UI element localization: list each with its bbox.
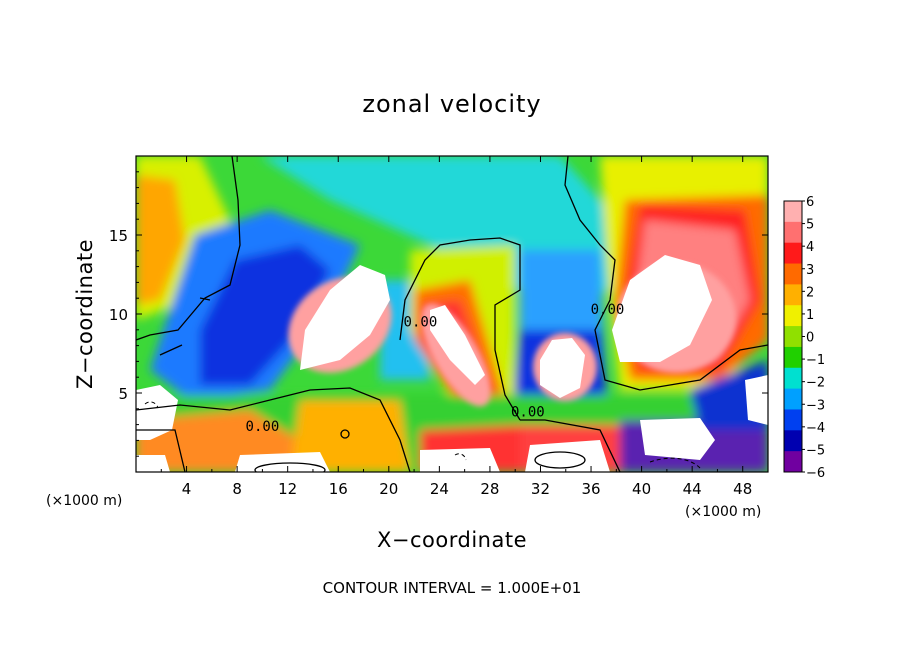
y-axis: 5 10 15 xyxy=(109,171,768,457)
x-tick-label: 48 xyxy=(733,480,752,498)
y-tick-label: 5 xyxy=(118,385,128,403)
colorbar-swatch xyxy=(784,284,802,306)
x-axis: 4 8 12 16 20 24 28 32 36 40 44 48 xyxy=(160,156,752,498)
plot-area xyxy=(136,156,768,472)
x-tick-label: 44 xyxy=(683,480,702,498)
colorbar-label: 5 xyxy=(806,218,814,233)
colorbar-label: −2 xyxy=(806,376,825,391)
x-tick-label: 12 xyxy=(278,480,297,498)
contour-interval-note: CONTOUR INTERVAL = 1.000E+01 xyxy=(323,579,582,597)
colorbar-swatch xyxy=(784,221,802,244)
colorbar: 6 5 4 3 2 1 0 −1 −2 −3 −4 −5 −6 xyxy=(783,195,825,481)
x-tick-label: 8 xyxy=(232,480,242,498)
x-tick-label: 4 xyxy=(182,480,192,498)
x-tick-label: 32 xyxy=(531,480,550,498)
colorbar-label: 0 xyxy=(806,331,814,346)
colorbar-swatch xyxy=(784,388,802,410)
colorbar-swatch xyxy=(784,430,802,452)
y-tick-label: 10 xyxy=(109,306,128,324)
colorbar-swatch xyxy=(784,263,802,285)
colorbar-swatch xyxy=(784,451,802,473)
x-tick-label: 24 xyxy=(430,480,449,498)
colorbar-swatch xyxy=(784,409,802,431)
contour-label: 0.00 xyxy=(511,405,545,421)
x-tick-label: 16 xyxy=(329,480,348,498)
colorbar-swatch xyxy=(784,242,802,265)
x-tick-label: 28 xyxy=(480,480,499,498)
colorbar-label: −1 xyxy=(806,353,825,368)
colorbar-label: 4 xyxy=(806,240,814,255)
colorbar-label: 2 xyxy=(806,285,814,300)
colorbar-label: −6 xyxy=(806,466,825,481)
colorbar-label: −4 xyxy=(806,421,825,436)
colorbar-label: 6 xyxy=(806,195,814,210)
colorbar-swatch xyxy=(784,326,802,348)
colorbar-swatch xyxy=(784,201,802,223)
contour-labels: 0.00 0.00 0.00 0.00 xyxy=(246,302,625,435)
colorbar-label: 1 xyxy=(806,308,814,323)
x-tick-label: 40 xyxy=(632,480,651,498)
contour-label: 0.00 xyxy=(404,315,438,331)
y-tick-label: 15 xyxy=(109,227,128,245)
x-tick-label: 36 xyxy=(581,480,600,498)
colorbar-label: −5 xyxy=(806,443,825,458)
x-axis-label: X−coordinate xyxy=(377,528,527,552)
colorbar-swatch xyxy=(784,305,802,327)
chart-title: zonal velocity xyxy=(362,90,541,118)
x-unit-label-right: (×1000 m) xyxy=(685,504,761,520)
colorbar-swatch xyxy=(784,367,802,390)
y-axis-label: Z−coordinate xyxy=(73,239,97,389)
x-tick-label: 20 xyxy=(379,480,398,498)
contour-label: 0.00 xyxy=(246,419,280,435)
contour-label: 0.00 xyxy=(591,302,625,318)
colorbar-label: −3 xyxy=(806,398,825,413)
x-unit-label-left: (×1000 m) xyxy=(46,493,122,509)
colorbar-label: 3 xyxy=(806,263,814,278)
colorbar-swatch xyxy=(784,346,802,369)
